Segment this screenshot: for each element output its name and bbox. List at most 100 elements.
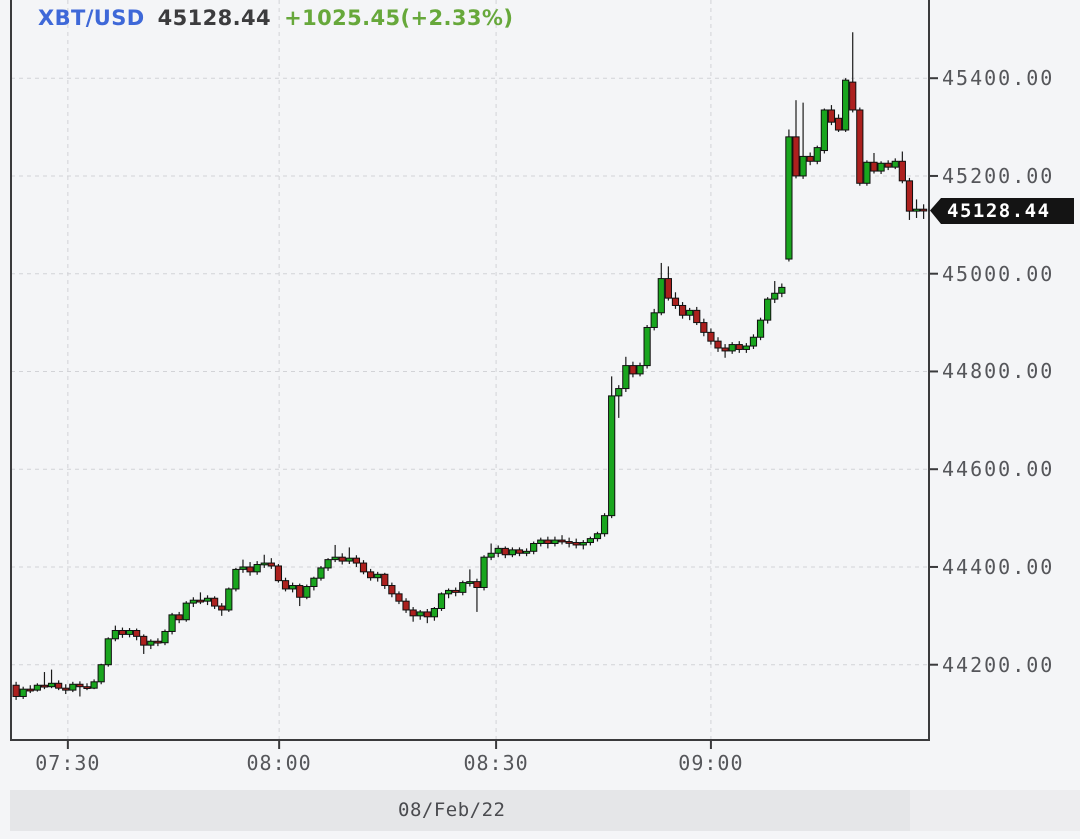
candle bbox=[19, 688, 27, 697]
candle bbox=[345, 557, 353, 562]
candle bbox=[402, 600, 410, 611]
candle bbox=[792, 136, 800, 177]
candle bbox=[728, 344, 736, 352]
candle bbox=[104, 638, 112, 666]
candle bbox=[409, 609, 417, 617]
candle bbox=[175, 614, 183, 621]
candle bbox=[395, 593, 403, 602]
candle bbox=[657, 278, 665, 314]
candle bbox=[310, 577, 318, 588]
date-bar: 08/Feb/22 bbox=[10, 790, 1080, 831]
candle bbox=[813, 147, 821, 162]
candle bbox=[565, 541, 573, 544]
candle bbox=[756, 319, 765, 338]
candle bbox=[90, 681, 98, 689]
last-price-badge-value: 45128.44 bbox=[947, 199, 1051, 222]
candle bbox=[260, 562, 268, 566]
x-tick-label: 09:00 bbox=[678, 751, 744, 775]
candle bbox=[778, 286, 786, 294]
candle bbox=[515, 549, 524, 554]
x-tick-label: 08:30 bbox=[463, 751, 529, 775]
y-tick-label: 45400.00 bbox=[942, 66, 1055, 91]
candle bbox=[416, 611, 424, 617]
candle bbox=[834, 117, 843, 131]
candle bbox=[898, 160, 906, 182]
candle bbox=[161, 630, 169, 644]
candle bbox=[487, 552, 495, 558]
candle bbox=[452, 589, 460, 593]
candle bbox=[296, 585, 304, 598]
candle bbox=[239, 566, 247, 570]
candle bbox=[147, 640, 155, 646]
candle bbox=[97, 664, 105, 683]
candle bbox=[466, 581, 474, 584]
candle bbox=[196, 599, 205, 603]
x-axis-line bbox=[10, 739, 930, 741]
candle bbox=[480, 556, 488, 588]
y-tick-label: 44600.00 bbox=[942, 457, 1055, 482]
candle bbox=[47, 682, 56, 688]
candle bbox=[664, 278, 672, 299]
candle bbox=[374, 573, 382, 579]
candle bbox=[76, 683, 84, 688]
y-tick-label: 44800.00 bbox=[942, 359, 1055, 384]
candle bbox=[324, 559, 332, 569]
candle bbox=[870, 161, 878, 172]
candle bbox=[508, 549, 516, 556]
candle bbox=[721, 347, 729, 352]
candle bbox=[232, 568, 240, 590]
candle bbox=[842, 79, 850, 131]
candle bbox=[338, 556, 346, 562]
candle bbox=[381, 573, 389, 587]
candle bbox=[799, 155, 807, 177]
candle bbox=[912, 208, 921, 212]
candle bbox=[459, 582, 467, 593]
candle bbox=[40, 684, 49, 688]
candle bbox=[849, 81, 857, 111]
candle bbox=[856, 109, 864, 184]
candle bbox=[558, 539, 566, 543]
plot-left-border bbox=[10, 0, 12, 741]
candle bbox=[700, 322, 708, 333]
candle bbox=[281, 580, 290, 590]
x-tick-label: 08:00 bbox=[246, 751, 312, 775]
candle bbox=[714, 340, 722, 349]
candle bbox=[218, 605, 226, 611]
candle bbox=[920, 208, 928, 212]
candle bbox=[678, 304, 687, 316]
price-change-text: +1025.45(+2.33%) bbox=[284, 6, 514, 30]
candle bbox=[303, 586, 311, 598]
candle bbox=[12, 684, 20, 697]
candle bbox=[593, 533, 602, 540]
candle bbox=[331, 556, 339, 561]
candle bbox=[359, 562, 368, 573]
candle bbox=[33, 684, 41, 691]
candle bbox=[246, 566, 254, 573]
candle bbox=[749, 336, 758, 347]
candle bbox=[352, 557, 361, 564]
candle bbox=[140, 635, 148, 646]
candle bbox=[827, 109, 836, 123]
candle bbox=[636, 365, 644, 375]
candle bbox=[133, 629, 141, 637]
candle bbox=[62, 687, 70, 691]
candle bbox=[785, 136, 793, 260]
candle bbox=[168, 614, 176, 632]
candle bbox=[367, 571, 375, 579]
candle bbox=[650, 312, 658, 328]
candle bbox=[125, 629, 134, 635]
candle bbox=[551, 539, 559, 544]
candle bbox=[189, 599, 197, 604]
candle bbox=[444, 589, 453, 595]
date-bar-right-shade bbox=[910, 790, 1080, 831]
candle bbox=[118, 629, 127, 635]
candle bbox=[473, 581, 481, 588]
candle bbox=[877, 162, 885, 172]
candle bbox=[26, 688, 34, 692]
candle bbox=[586, 538, 594, 544]
candle bbox=[884, 162, 892, 168]
candle bbox=[225, 588, 233, 611]
candle bbox=[615, 388, 623, 397]
